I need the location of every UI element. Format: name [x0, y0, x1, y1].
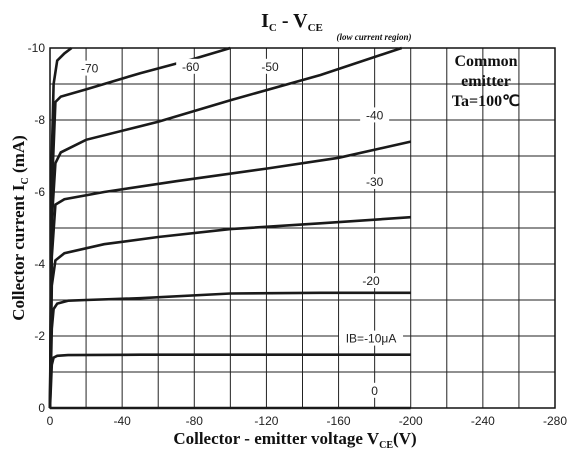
y-tick-label: -4 — [34, 257, 45, 271]
curve-label-bg — [176, 58, 206, 74]
curve-label-bg — [360, 174, 390, 189]
curve-label-bg — [339, 330, 404, 346]
x-tick-label: -280 — [543, 414, 567, 428]
curve-label-5: -20 — [362, 274, 380, 288]
curve-label-bg — [360, 107, 390, 123]
series-curve-2 — [48, 291, 411, 409]
curve-label-6: IB=-10μA — [346, 332, 397, 346]
series-curve-7 — [48, 46, 73, 409]
y-tick-label: -10 — [28, 41, 46, 55]
x-tick-label: -120 — [254, 414, 278, 428]
series-curve-3 — [48, 215, 411, 409]
note-line-3: Ta=100℃ — [452, 93, 520, 110]
note-line-2: emitter — [461, 73, 511, 90]
curve-label-bg — [356, 273, 386, 288]
x-tick-label: -240 — [471, 414, 495, 428]
curve-label-1: -60 — [182, 60, 200, 74]
y-tick-label: 0 — [38, 401, 45, 415]
series-curves — [48, 46, 411, 410]
curve-label-7: 0 — [371, 384, 378, 398]
curve-label-0: -70 — [81, 62, 99, 76]
chart-subtitle: (low current region) — [336, 32, 411, 42]
curve-label-2: -50 — [261, 60, 279, 74]
note-line-1: Common — [454, 53, 517, 70]
curve-label-bg — [255, 58, 285, 74]
chart-title: IC - VCE — [261, 10, 323, 34]
y-tick-label: -8 — [34, 113, 45, 127]
curve-label-bg — [367, 382, 383, 398]
curve-labels: -70 -60 -50 -40 -30 -20 IB=-10μA 0 — [75, 58, 404, 398]
curve-label-4: -30 — [366, 175, 384, 189]
curve-label-bg — [75, 60, 105, 76]
condition-note: Common emitter Ta=100℃ — [452, 53, 520, 110]
x-tick-label: 0 — [47, 414, 54, 428]
y-axis-title: Collector current IC (mA) — [9, 135, 31, 321]
x-tick-label: -200 — [399, 414, 423, 428]
x-tick-label: -40 — [113, 414, 131, 428]
x-tick-label: -80 — [186, 414, 204, 428]
x-axis-title: Collector - emitter voltage VCE(V) — [173, 429, 416, 451]
y-tick-label: -2 — [34, 329, 45, 343]
series-curve-4 — [48, 140, 411, 409]
curve-label-3: -40 — [366, 108, 384, 122]
x-tick-label: -160 — [327, 414, 351, 428]
grid-lines — [49, 47, 556, 409]
y-tick-label: -6 — [34, 185, 45, 199]
